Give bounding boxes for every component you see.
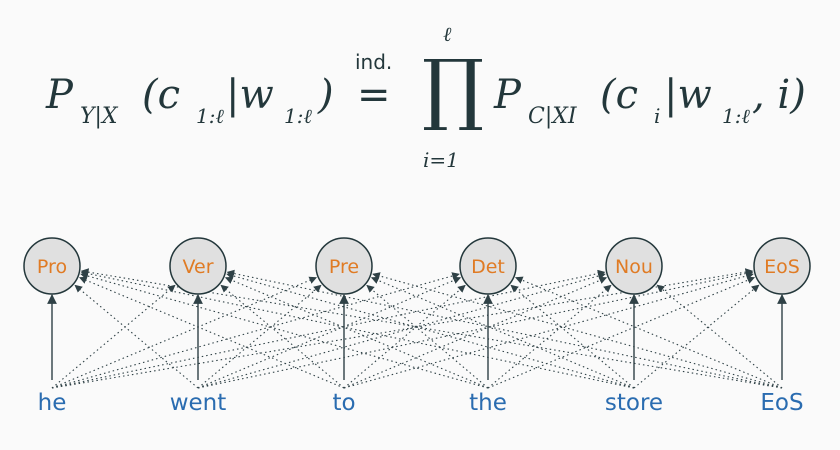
eq-label: ind. [355,50,393,74]
word-label: went [170,390,227,416]
word-label: store [605,390,663,416]
rhs-arg-c: (c [600,72,639,118]
dotted-edge [51,268,754,389]
tag-node [753,237,811,295]
rhs-w-subscript: 1:ℓ [722,104,750,128]
dotted-edge [226,269,783,389]
rhs-p: P [494,72,521,118]
dotted-edge [51,276,318,389]
rhs-arg-w: |w [664,72,712,118]
dotted-edge [487,284,612,389]
dotted-edge [197,276,462,389]
word-label: to [332,390,355,416]
dotted-edge [74,284,199,389]
tag-label: Nou [615,256,653,278]
dotted-edge [656,284,783,389]
tag-label: Ver [182,256,213,278]
dotted-edge [197,272,606,389]
word-labels: he went to the store EoS [38,390,804,416]
dotted-edge [80,272,489,389]
dotted-edge [372,272,783,389]
word-label: the [469,390,507,416]
dotted-edge [197,284,322,389]
lhs-arg-w: |w [226,72,274,118]
eq-sign: = [357,72,391,118]
lhs-close: ) [318,72,334,118]
dotted-edge [226,272,635,389]
rhs-subscript: C|XI [528,104,577,129]
tag-label: Det [471,256,505,278]
dotted-edge [51,284,176,389]
product-lower: i=1 [423,148,459,172]
dotted-edge [220,284,345,389]
product-symbol: ∏ [422,44,485,134]
tag-nodes: Pro Ver Pre Det Nou EoS [23,237,811,295]
dotted-edge [487,276,756,389]
dotted-edge [51,272,460,389]
tag-node [315,237,373,295]
tag-label: Pro [37,256,67,278]
tag-node [459,237,517,295]
dotted-edge [370,276,635,389]
tag-node [605,237,663,295]
dotted-edge [78,276,345,389]
dotted-edge [343,276,608,389]
probability-formula: P Y|X (c 1:ℓ |w 1:ℓ ) ind. = ℓ ∏ i=1 P C… [0,0,840,195]
tag-label: Pre [329,256,359,278]
rhs-c-subscript: i [654,104,661,128]
tag-label: EoS [764,256,800,278]
rhs-close: , i) [752,72,806,118]
dotted-edge [80,268,783,389]
dotted-edge [514,276,783,389]
lhs-p: P [46,72,73,118]
solid-edges [47,294,787,380]
lhs-w-subscript: 1:ℓ [284,104,312,128]
tag-node [169,237,227,295]
word-label: he [38,390,67,416]
dotted-edge [633,284,760,389]
lhs-arg-c: (c [142,72,181,118]
word-label: EoS [760,390,803,416]
lhs-subscript: Y|X [80,104,118,129]
dotted-edges [51,268,783,389]
tag-node [23,237,81,295]
lhs-c-subscript: 1:ℓ [196,104,224,128]
dotted-edge [343,272,754,389]
product-upper: ℓ [443,22,452,46]
